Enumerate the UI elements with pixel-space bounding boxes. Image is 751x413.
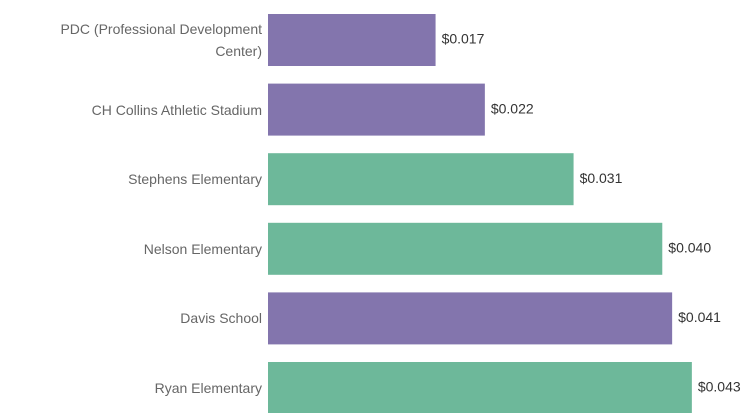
value-label: $0.041 <box>678 309 721 325</box>
value-label: $0.040 <box>668 240 711 256</box>
bar <box>268 362 692 413</box>
category-label: Davis School <box>180 310 262 327</box>
bar <box>268 153 574 206</box>
bar <box>268 83 485 136</box>
value-label: $0.043 <box>698 379 741 395</box>
category-label: Nelson Elementary <box>143 240 262 257</box>
category-label: Ryan Elementary <box>154 380 262 396</box>
value-label: $0.022 <box>491 100 534 116</box>
category-label: PDC (Professional Development Center) <box>60 21 262 59</box>
category-label: CH Collins Athletic Stadium <box>91 101 262 118</box>
bar <box>268 292 673 345</box>
bar <box>268 14 436 66</box>
category-label: Stephens Elementary <box>128 171 262 188</box>
value-label: $0.017 <box>442 31 485 47</box>
bar <box>268 222 663 275</box>
value-label: $0.031 <box>580 170 623 186</box>
